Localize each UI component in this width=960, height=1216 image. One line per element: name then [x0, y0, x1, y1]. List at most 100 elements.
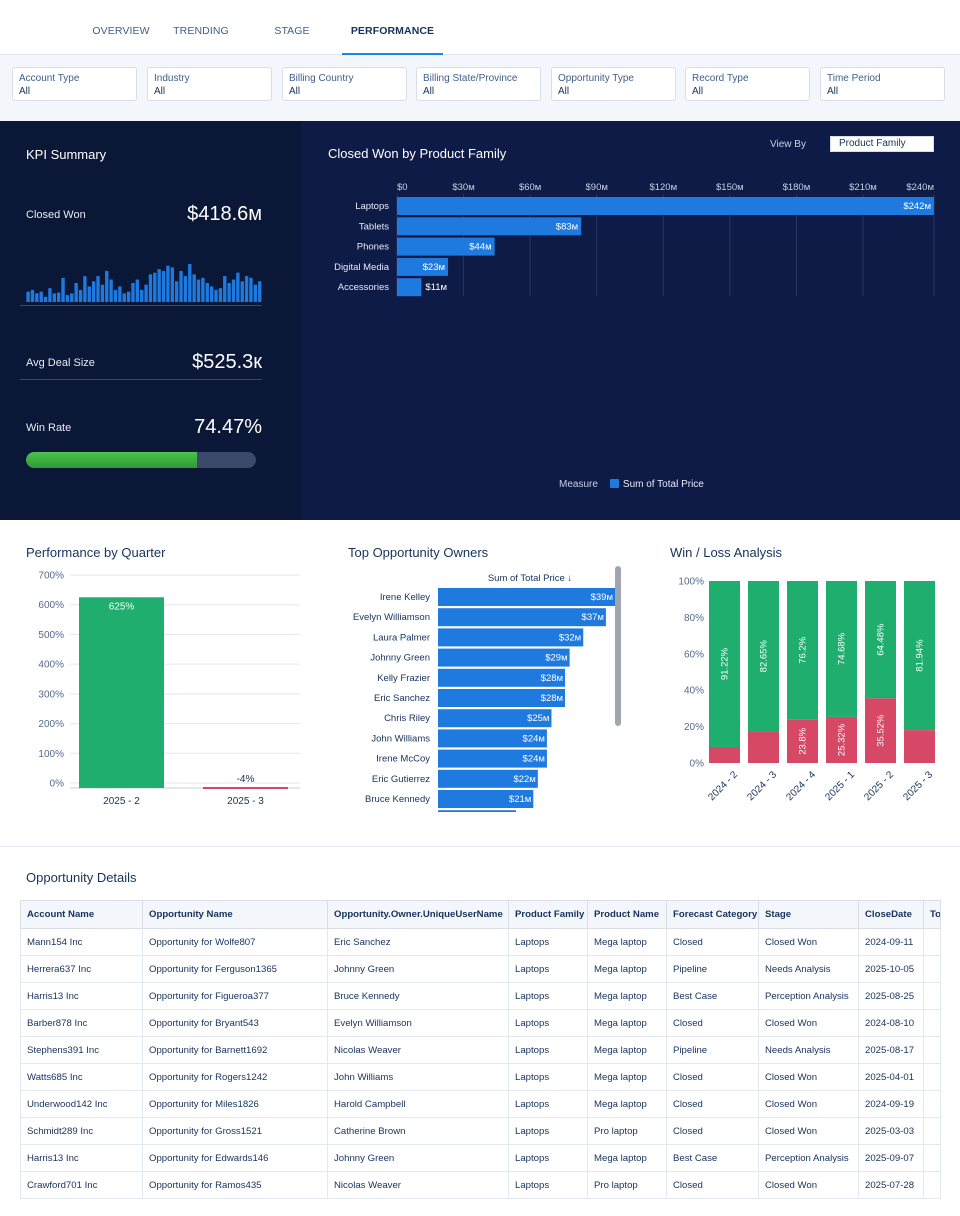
closed-won-sparkline: [26, 264, 262, 302]
sort-header[interactable]: Sum of Total Price ↓: [488, 573, 572, 584]
scrollbar[interactable]: [615, 566, 621, 726]
tab-trending[interactable]: TRENDING: [173, 25, 229, 37]
bar[interactable]: [438, 648, 570, 667]
owner-label: John Williams: [371, 733, 430, 744]
legend-label: Sum of Total Price: [622, 479, 704, 490]
bar[interactable]: [397, 217, 582, 236]
y-tick-label: 0%: [50, 779, 65, 790]
bar[interactable]: [438, 588, 615, 606]
bar[interactable]: [438, 668, 566, 687]
chart-legend: Measure Sum of Total Price: [559, 479, 704, 490]
loss-bar[interactable]: [904, 730, 935, 763]
table-cell: Nicolas Weaver: [327, 1036, 509, 1064]
win-rate-label: Win Rate: [26, 422, 72, 434]
filter-record-type[interactable]: Record Type All: [685, 67, 810, 101]
bar[interactable]: [438, 810, 516, 812]
table-cell: Watts685 Inc: [20, 1063, 143, 1091]
column-header[interactable]: Stage: [758, 900, 859, 929]
bar[interactable]: [397, 237, 495, 256]
tab-stage-analysis[interactable]: STAGE ANALYSIS: [266, 25, 317, 99]
kpi-title: KPI Summary: [26, 147, 107, 162]
table-cell: Opportunity for Ferguson1365: [142, 955, 328, 983]
loss-value-label: 25.32%: [837, 723, 848, 756]
opportunity-table: Account Name Opportunity Name Opportunity.…: [20, 900, 941, 1199]
bar-value-label: $39м: [591, 592, 613, 603]
table-cell: Johnny Green: [327, 955, 509, 983]
win-bar[interactable]: [787, 581, 818, 720]
bar[interactable]: [438, 628, 584, 647]
table-row[interactable]: Mann154 Inc Opportunity for Wolfe807 Eric …: [20, 928, 941, 956]
bar[interactable]: [397, 257, 449, 276]
table-cell: [923, 1009, 941, 1037]
filter-billing-country[interactable]: Billing Country All: [282, 67, 407, 101]
filter-billing-state[interactable]: Billing State/Province All: [416, 67, 541, 101]
loss-bar[interactable]: [709, 747, 740, 763]
filter-industry[interactable]: Industry All: [147, 67, 272, 101]
win-bar[interactable]: [748, 581, 779, 732]
column-header[interactable]: Product Name: [587, 900, 667, 929]
column-header[interactable]: CloseDate: [858, 900, 924, 929]
sparkline-bar: [214, 289, 218, 302]
loss-bar[interactable]: [865, 698, 896, 763]
column-header[interactable]: Opportunity.Owner.UniqueUserName: [327, 900, 509, 929]
table-cell: 2025-10-05: [858, 955, 924, 983]
filter-time-period[interactable]: Time Period All: [820, 67, 945, 101]
category-label: Digital Media: [334, 262, 390, 273]
bar[interactable]: [203, 787, 288, 789]
filter-opportunity-type[interactable]: Opportunity Type All: [551, 67, 676, 101]
loss-bar[interactable]: [748, 731, 779, 763]
bar[interactable]: [438, 689, 566, 707]
table-cell: Underwood142 Inc: [20, 1090, 143, 1118]
win-bar[interactable]: [865, 581, 896, 699]
table-row[interactable]: Herrera637 Inc Opportunity for Ferguson13…: [20, 955, 941, 983]
top-owners-chart: Sum of Total Price ↓ Irene Kelley $39м Evel…: [353, 573, 615, 812]
win-bar[interactable]: [904, 581, 935, 731]
table-cell: Mega laptop: [587, 955, 667, 983]
table-row[interactable]: Underwood142 Inc Opportunity for Miles182…: [20, 1090, 941, 1118]
bar[interactable]: [397, 197, 934, 215]
table-cell: Pipeline: [666, 955, 759, 983]
bar[interactable]: [438, 749, 547, 768]
perf-quarter-title: Performance by Quarter: [26, 545, 166, 560]
filter-value: All: [423, 86, 435, 97]
column-header[interactable]: To: [923, 900, 941, 929]
bar[interactable]: [438, 608, 606, 627]
table-cell: Closed Won: [758, 1090, 859, 1118]
loss-bar[interactable]: [787, 719, 818, 763]
tab-overview[interactable]: OVERVIEW: [92, 25, 150, 37]
bar[interactable]: [397, 278, 422, 297]
table-cell: Crawford701 Inc: [20, 1171, 143, 1199]
filter-account-type[interactable]: Account Type All: [12, 67, 137, 101]
bar[interactable]: [438, 729, 547, 748]
win-bar[interactable]: [709, 581, 740, 748]
table-row[interactable]: Barber878 Inc Opportunity for Bryant543 Ev…: [20, 1009, 941, 1037]
bar-value-label: $24м: [523, 754, 545, 765]
sparkline-bar: [131, 283, 135, 302]
column-header[interactable]: Opportunity Name: [142, 900, 328, 929]
sparkline-bar: [122, 293, 126, 302]
table-row[interactable]: Harris13 Inc Opportunity for Edwards146 Jo…: [20, 1144, 941, 1172]
bar[interactable]: [79, 597, 164, 788]
bar[interactable]: [438, 790, 534, 808]
column-header[interactable]: Product Family: [508, 900, 588, 929]
table-cell: Closed Won: [758, 1009, 859, 1037]
table-row[interactable]: Schmidt289 Inc Opportunity for Gross1521 C…: [20, 1117, 941, 1145]
tab-performance[interactable]: PERFORMANCE: [342, 0, 443, 55]
table-row[interactable]: Watts685 Inc Opportunity for Rogers1242 Jo…: [20, 1063, 941, 1091]
table-row[interactable]: Crawford701 Inc Opportunity for Ramos435 N…: [20, 1171, 941, 1199]
table-row[interactable]: Stephens391 Inc Opportunity for Barnett16…: [20, 1036, 941, 1064]
sparkline-bar: [157, 269, 161, 302]
table-cell: Opportunity for Miles1826: [142, 1090, 328, 1118]
win-rate-progress: [26, 452, 256, 468]
column-header[interactable]: Forecast Category: [666, 900, 759, 929]
bar[interactable]: [438, 709, 552, 728]
sparkline-bar: [240, 281, 244, 302]
view-by-select[interactable]: Product Family: [830, 136, 934, 152]
table-cell: Closed: [666, 928, 759, 956]
win-bar[interactable]: [826, 581, 857, 717]
sparkline-bar: [258, 281, 262, 302]
bar[interactable]: [438, 769, 538, 788]
table-row[interactable]: Harris13 Inc Opportunity for Figueroa377 B…: [20, 982, 941, 1010]
loss-bar[interactable]: [826, 716, 857, 763]
column-header[interactable]: Account Name: [20, 900, 143, 929]
